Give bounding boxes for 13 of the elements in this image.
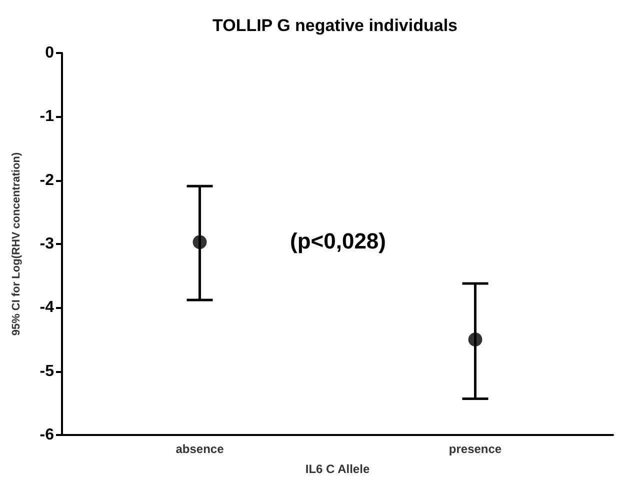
chart-title: TOLLIP G negative individuals xyxy=(212,16,458,35)
annotation: (p<0,028) xyxy=(290,228,386,254)
y-tick-label: -2 xyxy=(40,172,54,189)
y-tick-label: -6 xyxy=(40,426,54,444)
y-tick-label: 0 xyxy=(45,44,54,62)
y-axis-title: 95% CI for Log(RHV concentration) xyxy=(10,152,22,336)
x-tick-label: presence xyxy=(448,442,502,456)
y-tick-label: -4 xyxy=(40,299,54,316)
x-tick-label: absence xyxy=(176,442,224,456)
y-tick-label: -1 xyxy=(40,108,54,126)
y-tick-label: -5 xyxy=(40,362,54,380)
x-axis-title: IL6 C Allele xyxy=(305,462,370,476)
y-tick-label: -3 xyxy=(40,236,54,252)
